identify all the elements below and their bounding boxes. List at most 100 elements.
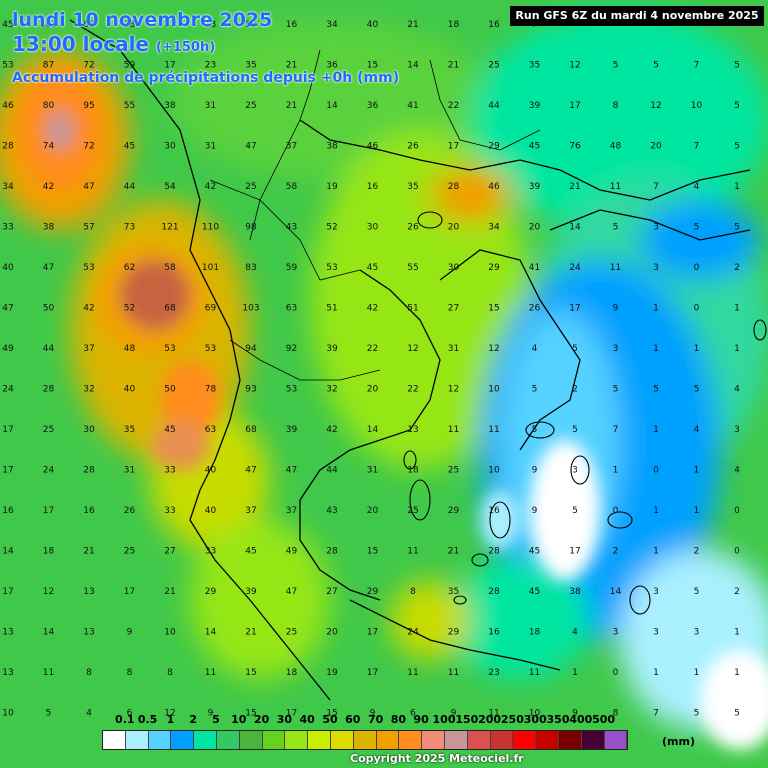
grid-value: 45 <box>529 547 540 557</box>
grid-value: 72 <box>83 142 94 152</box>
grid-value: 10 <box>164 628 176 638</box>
grid-value: 30 <box>448 263 460 273</box>
grid-value: 47 <box>245 142 256 152</box>
grid-value: 49 <box>286 547 298 557</box>
grid-value: 24 <box>2 385 14 395</box>
grid-value: 37 <box>286 506 297 516</box>
grid-value: 5 <box>532 425 538 435</box>
grid-value: 16 <box>488 628 500 638</box>
grid-value: 1 <box>653 668 659 678</box>
legend-label: 70 <box>367 713 384 726</box>
grid-value: 15 <box>245 668 256 678</box>
legend-swatch <box>536 731 559 749</box>
grid-value: 46 <box>2 101 14 111</box>
grid-value: 8 <box>613 101 619 111</box>
legend-swatch <box>353 731 377 749</box>
grid-value: 5 <box>613 61 619 71</box>
grid-value: 29 <box>367 587 379 597</box>
grid-value: 1 <box>653 344 659 354</box>
grid-value: 44 <box>124 182 136 192</box>
grid-value: 11 <box>205 668 216 678</box>
grid-value: 5 <box>572 506 578 516</box>
grid-value: 5 <box>694 385 700 395</box>
legend-label: 400 <box>569 713 593 726</box>
grid-value: 95 <box>83 101 94 111</box>
grid-value: 11 <box>529 668 540 678</box>
grid-value: 19 <box>326 182 338 192</box>
legend-swatch <box>513 731 537 749</box>
grid-value: 59 <box>124 61 136 71</box>
grid-value: 28 <box>448 182 460 192</box>
grid-value: 16 <box>488 506 500 516</box>
grid-value: 30 <box>164 142 176 152</box>
grid-value: 1 <box>694 668 700 678</box>
grid-value: 78 <box>205 385 217 395</box>
grid-value: 21 <box>448 547 459 557</box>
grid-value: 47 <box>2 304 13 314</box>
grid-value: 35 <box>448 587 459 597</box>
grid-value: 29 <box>205 587 217 597</box>
grid-value: 33 <box>205 547 216 557</box>
grid-value: 17 <box>43 506 54 516</box>
grid-value: 46 <box>367 142 379 152</box>
grid-value: 15 <box>367 61 378 71</box>
grid-value: 5 <box>694 709 700 719</box>
grid-value: 20 <box>367 506 379 516</box>
grid-value: 4 <box>694 182 700 192</box>
grid-value: 45 <box>529 142 540 152</box>
grid-value: 48 <box>124 344 136 354</box>
grid-value: 37 <box>245 506 256 516</box>
grid-value: 42 <box>205 182 216 192</box>
grid-value: 9 <box>451 709 457 719</box>
grid-value: 43 <box>326 506 337 516</box>
grid-value: 42 <box>326 425 337 435</box>
grid-value: 3 <box>613 344 619 354</box>
grid-value: 29 <box>448 506 460 516</box>
legend-swatch <box>376 731 400 749</box>
grid-value: 22 <box>367 344 378 354</box>
legend-swatch <box>422 731 445 749</box>
legend-swatch <box>558 731 582 749</box>
grid-value: 69 <box>205 304 217 314</box>
grid-value: 68 <box>245 425 257 435</box>
grid-value: 46 <box>488 182 500 192</box>
grid-value: 37 <box>286 142 297 152</box>
grid-value: 23 <box>488 668 499 678</box>
grid-value: 28 <box>488 547 500 557</box>
legend-label: 50 <box>322 713 338 726</box>
borders <box>209 49 541 381</box>
grid-value: 1 <box>734 344 740 354</box>
grid-value: 33 <box>164 466 175 476</box>
grid-value: 48 <box>610 142 622 152</box>
grid-value: 34 <box>2 182 14 192</box>
grid-value: 17 <box>448 142 459 152</box>
grid-value: 5 <box>734 61 740 71</box>
grid-value: 38 <box>43 223 55 233</box>
grid-value: 26 <box>407 142 419 152</box>
grid-value: 21 <box>164 587 175 597</box>
grid-value: 2 <box>613 547 619 557</box>
grid-value: 76 <box>569 142 581 152</box>
grid-value: 35 <box>124 425 135 435</box>
grid-value: 1 <box>694 506 700 516</box>
grid-value: 1 <box>653 425 659 435</box>
grid-value: 8 <box>127 668 133 678</box>
grid-value: 20 <box>650 142 662 152</box>
legend-label: 2 <box>189 713 198 726</box>
variable-title: Accumulation de précipitations depuis +0… <box>12 70 400 86</box>
grid-value: 7 <box>653 709 659 719</box>
grid-value: 36 <box>326 61 338 71</box>
grid-value: 9 <box>208 709 214 719</box>
grid-value: 26 <box>529 304 541 314</box>
grid-value: 42 <box>83 304 94 314</box>
grid-value: 45 <box>164 425 175 435</box>
grid-value: 101 <box>202 263 219 273</box>
legend-label: 90 <box>413 713 429 726</box>
legend-label: 150 <box>455 713 479 726</box>
legend-swatch <box>444 731 468 749</box>
grid-value: 0 <box>734 506 740 516</box>
grid-value: 44 <box>488 101 500 111</box>
legend-swatch <box>581 731 605 749</box>
grid-value: 12 <box>569 61 580 71</box>
grid-value: 11 <box>43 668 54 678</box>
